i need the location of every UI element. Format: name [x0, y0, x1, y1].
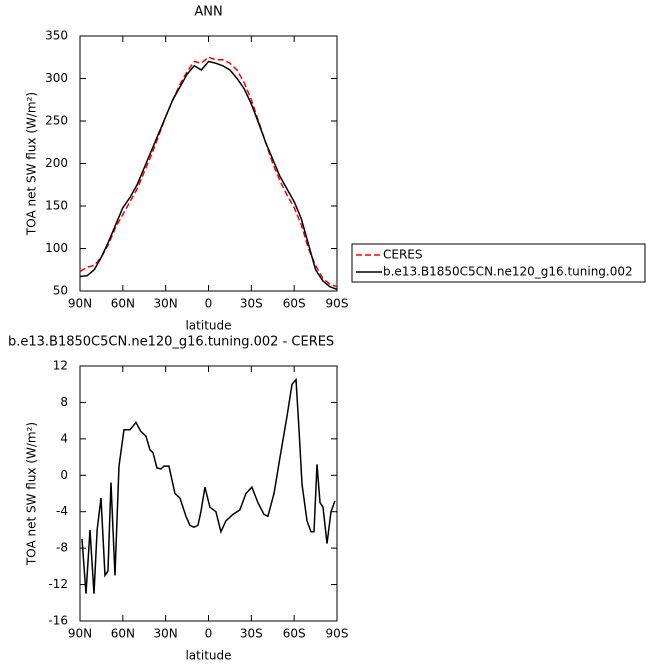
y-tick-label: 12: [53, 359, 68, 373]
x-tick-label: 30N: [154, 627, 178, 641]
y-tick-label: 350: [45, 29, 68, 43]
legend-box: [351, 243, 646, 283]
chart-title: b.e13.B1850C5CN.ne120_g16.tuning.002 - C…: [8, 335, 334, 350]
x-axis-label: latitude: [185, 649, 231, 663]
data-line: [79, 56, 338, 288]
y-tick-label: -4: [56, 504, 68, 518]
x-tick-label: 90N: [68, 627, 92, 641]
x-tick-label: 60N: [111, 627, 135, 641]
y-axis-label: TOA net SW flux (W/m²): [25, 92, 39, 236]
x-tick-label: 90S: [326, 297, 349, 311]
plot-frame: [79, 35, 338, 292]
y-tick-label: 150: [45, 199, 68, 213]
y-tick-label: -12: [48, 577, 68, 591]
y-tick-label: 4: [60, 431, 68, 445]
x-tick-label: 90N: [68, 297, 92, 311]
y-tick-label: 100: [45, 241, 68, 255]
x-tick-label: 0: [205, 627, 213, 641]
x-tick-label: 60S: [283, 297, 306, 311]
y-axis-label: TOA net SW flux (W/m²): [25, 422, 39, 566]
x-tick-label: 0: [205, 297, 213, 311]
y-tick-label: 8: [60, 395, 68, 409]
x-tick-label: 30S: [240, 627, 263, 641]
legend-label: b.e13.B1850C5CN.ne120_g16.tuning.002: [383, 265, 633, 279]
x-axis-label: latitude: [185, 319, 231, 333]
x-tick-label: 60S: [283, 627, 306, 641]
data-line: [79, 60, 338, 291]
y-tick-label: -16: [48, 614, 68, 628]
y-tick-label: 50: [53, 284, 68, 298]
x-tick-label: 30N: [154, 297, 178, 311]
y-tick-label: 200: [45, 156, 68, 170]
y-tick-label: 0: [60, 468, 68, 482]
y-tick-label: -8: [56, 541, 68, 555]
legend-label: CERES: [383, 248, 423, 262]
y-tick-label: 300: [45, 71, 68, 85]
y-tick-label: 250: [45, 114, 68, 128]
x-tick-label: 60N: [111, 297, 135, 311]
x-tick-label: 30S: [240, 297, 263, 311]
chart-title: ANN: [194, 5, 222, 20]
data-line: [81, 377, 336, 594]
x-tick-label: 90S: [326, 627, 349, 641]
